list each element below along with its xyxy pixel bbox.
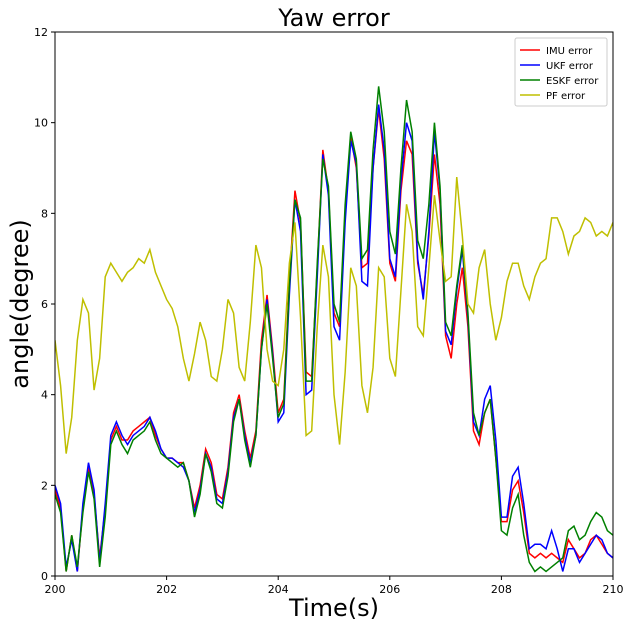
series-line [55,176,613,454]
chart-title: Yaw error [277,4,390,32]
y-tick-label: 12 [34,26,48,39]
x-tick-label: 200 [45,583,66,596]
series-line [55,104,613,572]
y-tick-label: 4 [41,389,48,402]
x-tick-label: 204 [268,583,289,596]
legend-label: PF error [546,91,586,102]
x-axis-label: Time(s) [288,594,379,622]
series-line [55,86,613,573]
x-tick-label: 202 [156,583,177,596]
legend-label: UKF error [546,61,594,72]
x-tick-label: 210 [603,583,624,596]
legend-box [514,37,608,107]
y-tick-label: 6 [41,298,48,311]
legend-label: ESKF error [546,76,599,87]
x-tick-label: 208 [491,583,512,596]
legend-label: IMU error [546,46,593,57]
plot-frame [54,31,614,577]
y-tick-label: 2 [41,479,48,492]
x-tick-label: 206 [379,583,400,596]
y-tick-label: 8 [41,207,48,220]
y-tick-label: 10 [34,117,48,130]
y-tick-label: 0 [41,570,48,583]
y-axis-label: angle(degree) [6,219,34,388]
